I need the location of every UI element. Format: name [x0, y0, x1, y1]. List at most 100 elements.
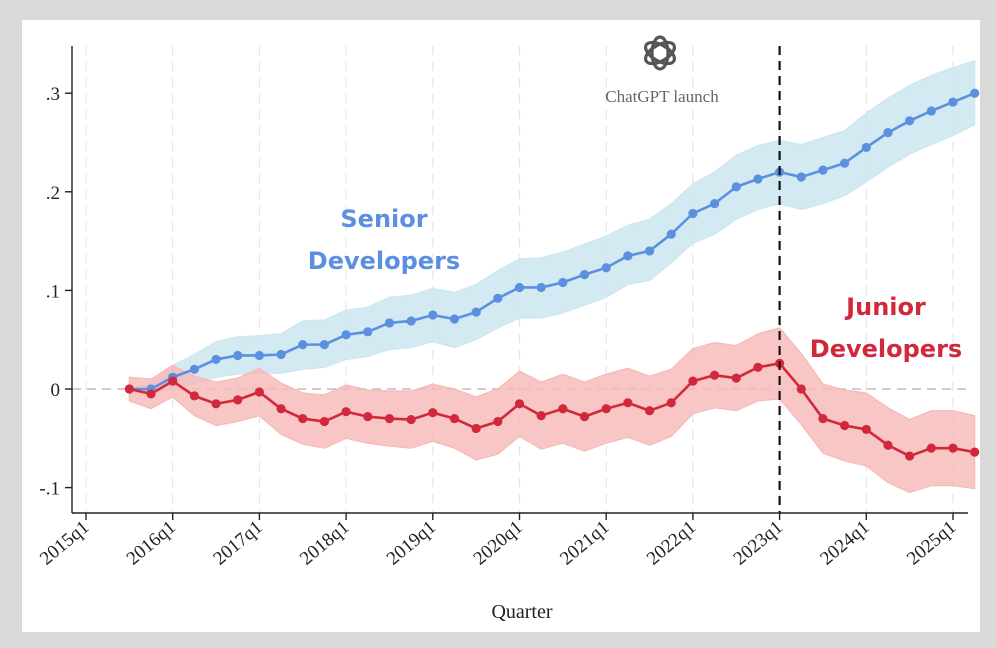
y-tick-label: -.1	[39, 479, 60, 500]
junior-data-point	[688, 376, 698, 386]
x-tick-label: 2025q1	[903, 517, 960, 570]
junior-data-point	[363, 412, 373, 422]
junior-data-point	[406, 414, 416, 425]
y-tick-label: .1	[46, 281, 60, 302]
junior-data-point	[623, 398, 633, 408]
x-tick-label: 2023q1	[730, 517, 787, 570]
senior-data-point	[428, 310, 438, 320]
junior-data-point	[666, 398, 676, 408]
junior-confidence-band	[128, 327, 976, 494]
x-tick-label: 2019q1	[383, 517, 440, 570]
senior-data-point	[883, 128, 893, 138]
series-lines	[129, 91, 976, 458]
junior-data-point	[601, 404, 611, 414]
senior-data-point	[731, 182, 741, 192]
senior-data-point	[601, 263, 611, 273]
series-label-senior: Senior Developers	[308, 205, 460, 275]
senior-data-point	[536, 282, 546, 293]
senior-data-point	[948, 97, 958, 107]
y-tick-label: .3	[46, 84, 60, 105]
junior-data-point	[189, 391, 199, 401]
junior-data-point	[384, 413, 395, 424]
senior-data-point	[276, 349, 286, 360]
series-label-word: Junior	[844, 293, 926, 321]
junior-data-point	[146, 389, 156, 399]
chart-panel: .3 .2 .1 0 -.1 2015q1 2016q1 2017q1 2018q1 2019q1…	[22, 20, 980, 632]
junior-data-point	[254, 387, 264, 397]
junior-data-point	[558, 404, 568, 414]
y-tick-label: 0	[51, 380, 61, 401]
senior-data-point	[254, 350, 264, 361]
x-tick-label: 2015q1	[36, 517, 93, 570]
junior-data-point	[168, 376, 178, 386]
x-tick-label: 2020q1	[470, 517, 527, 570]
series-points	[124, 88, 980, 461]
junior-data-point	[840, 420, 850, 431]
senior-data-point	[796, 172, 806, 182]
senior-data-point	[319, 340, 330, 350]
junior-data-point	[753, 362, 763, 372]
junior-data-point	[276, 404, 286, 414]
senior-data-point	[861, 142, 871, 153]
junior-data-point	[471, 423, 481, 434]
senior-data-point	[449, 314, 460, 324]
x-tick-label: 2021q1	[556, 517, 613, 570]
junior-data-point	[926, 443, 936, 453]
junior-data-point	[319, 416, 330, 427]
senior-data-point	[970, 88, 980, 98]
junior-data-point	[514, 399, 525, 409]
senior-data-point	[406, 316, 416, 326]
junior-data-point	[428, 408, 438, 418]
junior-series-line	[129, 361, 975, 458]
senior-data-point	[471, 307, 481, 317]
series-label-word: Developers	[308, 247, 460, 275]
senior-data-point	[493, 293, 503, 303]
junior-data-point	[861, 424, 871, 435]
junior-data-point	[124, 384, 134, 394]
junior-data-point	[709, 370, 720, 380]
junior-data-point	[970, 447, 980, 457]
senior-data-point	[579, 270, 590, 280]
junior-data-point	[905, 451, 915, 461]
senior-data-point	[211, 354, 221, 365]
senior-data-point	[298, 340, 308, 350]
y-tick-label: .2	[46, 183, 60, 204]
junior-data-point	[644, 406, 655, 416]
senior-data-point	[189, 364, 199, 374]
junior-data-point	[211, 399, 221, 409]
x-tick-label: 2017q1	[209, 517, 266, 570]
junior-data-point	[818, 413, 828, 424]
junior-data-point	[796, 384, 806, 394]
senior-data-point	[818, 165, 828, 175]
senior-series-line	[129, 91, 976, 391]
senior-data-point	[558, 277, 568, 288]
junior-data-point	[883, 440, 893, 450]
x-tick-label: 2018q1	[296, 517, 353, 570]
senior-data-point	[926, 106, 936, 116]
junior-data-point	[298, 413, 308, 424]
senior-data-point	[753, 174, 763, 184]
senior-data-point	[666, 229, 676, 239]
senior-data-point	[341, 330, 351, 340]
junior-data-point	[536, 411, 546, 421]
chatgpt-logo-icon	[643, 35, 677, 71]
x-tick-label: 2024q1	[816, 517, 873, 570]
senior-data-point	[905, 116, 915, 126]
senior-data-point	[623, 251, 633, 261]
junior-data-point	[233, 395, 243, 405]
series-label-word: Senior	[340, 205, 427, 233]
senior-data-point	[233, 350, 243, 361]
senior-data-point	[384, 318, 395, 328]
x-axis-title: Quarter	[491, 601, 552, 623]
senior-data-point	[709, 199, 720, 209]
junior-data-point	[493, 416, 503, 427]
senior-data-point	[644, 246, 655, 256]
senior-data-point	[363, 327, 373, 337]
series-label-word: Developers	[810, 335, 962, 363]
junior-data-point	[731, 373, 741, 383]
junior-data-point	[579, 412, 590, 422]
chart: .3 .2 .1 0 -.1 2015q1 2016q1 2017q1 2018q1 2019q1…	[36, 35, 980, 623]
senior-data-point	[840, 158, 850, 168]
junior-data-point	[948, 443, 958, 453]
senior-data-point	[514, 282, 525, 293]
